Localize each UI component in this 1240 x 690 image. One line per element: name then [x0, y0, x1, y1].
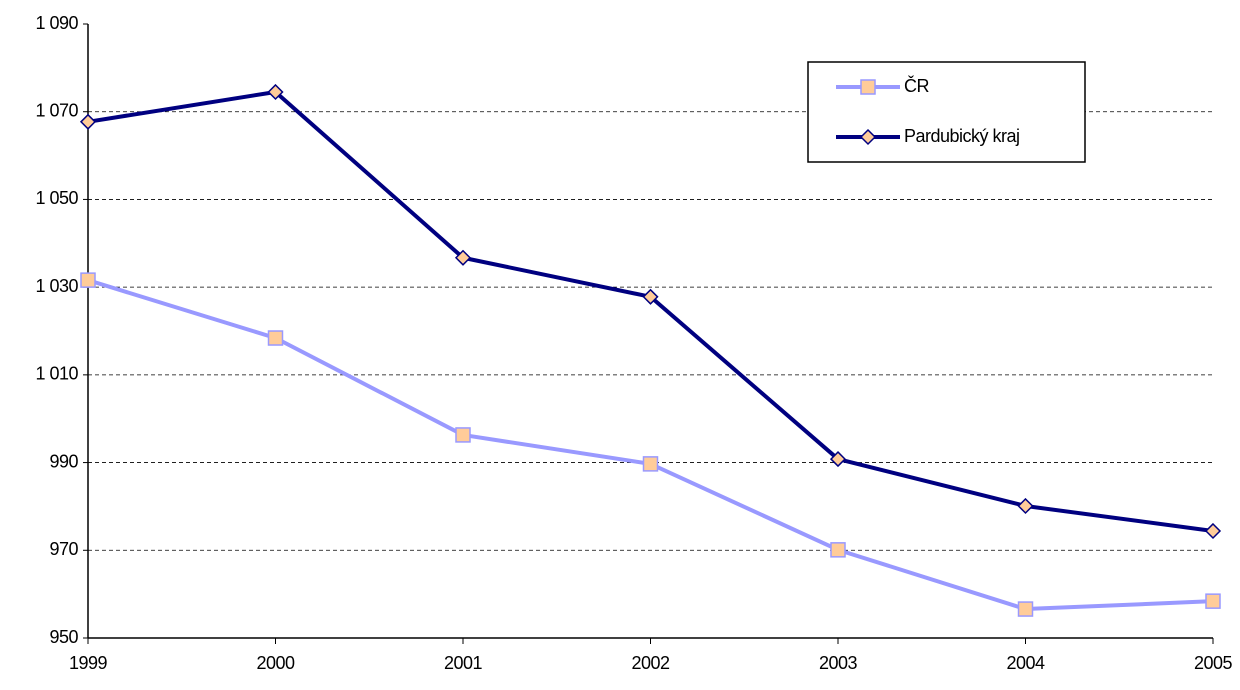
y-tick-label: 1 090 — [35, 13, 78, 33]
legend-box — [807, 61, 1086, 163]
legend-marker — [860, 79, 876, 95]
legend-label: ČR — [904, 75, 929, 96]
data-point — [454, 249, 472, 266]
data-point — [1205, 593, 1221, 609]
data-point — [267, 330, 284, 346]
data-point — [267, 83, 284, 101]
legend-marker — [859, 128, 877, 146]
y-tick-label: 970 — [49, 539, 78, 559]
y-tick-label: 990 — [49, 451, 78, 471]
data-point — [830, 542, 846, 558]
x-tick-label: 2003 — [819, 653, 858, 673]
data-point — [80, 272, 96, 288]
data-point — [1017, 601, 1034, 617]
data-point — [455, 427, 471, 443]
data-point — [1204, 522, 1222, 540]
data-point — [642, 288, 659, 305]
x-tick-label: 2000 — [256, 653, 295, 673]
y-tick-label: 1 070 — [35, 100, 78, 120]
data-point — [79, 113, 97, 130]
x-tick-label: 2001 — [444, 653, 483, 673]
data-point — [1017, 497, 1034, 515]
y-tick-label: 950 — [49, 627, 78, 647]
y-tick-label: 1 010 — [35, 364, 78, 384]
y-tick-label: 1 050 — [35, 188, 78, 208]
y-tick-label: 1 030 — [35, 276, 78, 296]
x-tick-label: 2005 — [1194, 653, 1233, 673]
legend-label: Pardubický kraj — [904, 126, 1020, 146]
data-point — [829, 451, 847, 468]
x-tick-label: 1999 — [69, 653, 108, 673]
x-tick-label: 2004 — [1006, 653, 1045, 673]
data-point — [642, 456, 659, 472]
x-tick-label: 2002 — [631, 653, 670, 673]
series-line — [87, 278, 1214, 612]
